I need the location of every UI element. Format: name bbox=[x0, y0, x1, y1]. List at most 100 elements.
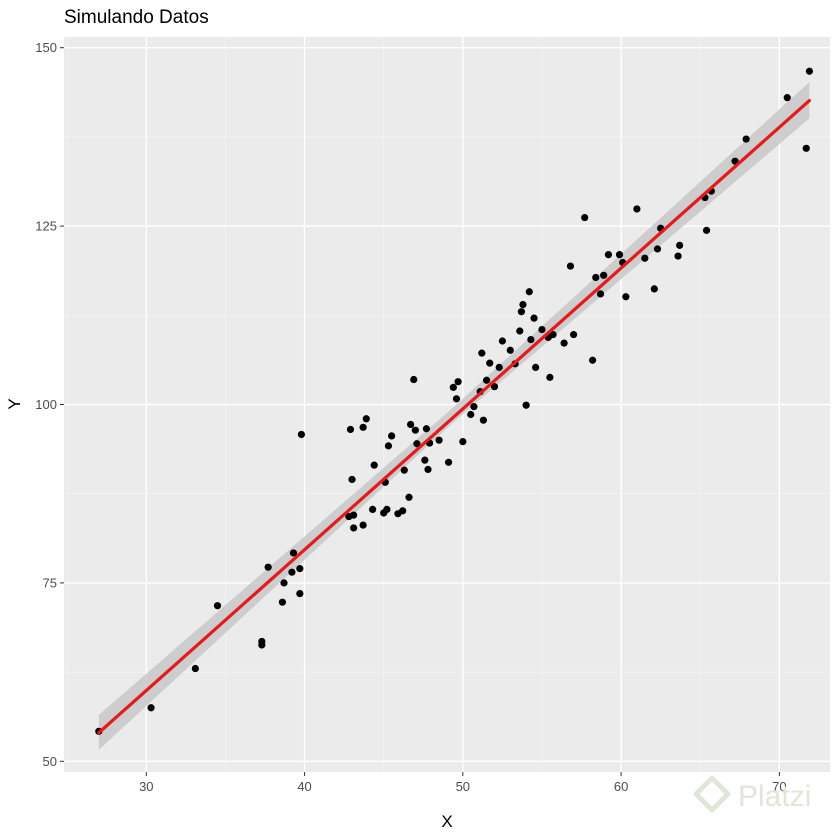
regression-line bbox=[97, 98, 812, 735]
data-point bbox=[384, 442, 393, 450]
data-point bbox=[702, 226, 711, 234]
data-point bbox=[213, 602, 222, 610]
data-point bbox=[549, 330, 557, 339]
x-tick-label: 50 bbox=[456, 779, 470, 794]
data-point bbox=[422, 425, 431, 433]
data-point bbox=[478, 349, 486, 357]
data-point bbox=[369, 505, 377, 513]
y-tick-label: 50 bbox=[43, 754, 57, 769]
data-point bbox=[296, 565, 304, 573]
data-point bbox=[622, 293, 630, 301]
data-point bbox=[454, 378, 462, 386]
data-point bbox=[459, 438, 467, 446]
x-tick-label: 30 bbox=[139, 779, 153, 794]
data-point bbox=[346, 425, 355, 434]
data-point bbox=[424, 465, 432, 474]
data-point bbox=[444, 458, 453, 466]
data-point bbox=[498, 337, 506, 345]
data-point bbox=[581, 213, 589, 222]
data-point bbox=[674, 252, 682, 260]
data-point bbox=[362, 415, 370, 423]
data-point bbox=[532, 363, 540, 371]
data-point bbox=[596, 290, 605, 298]
data-point bbox=[589, 356, 597, 364]
data-point bbox=[470, 403, 478, 411]
data-point bbox=[615, 251, 624, 259]
data-point bbox=[742, 135, 750, 143]
data-point bbox=[467, 410, 475, 419]
data-point bbox=[388, 432, 396, 440]
y-tick-label: 75 bbox=[43, 575, 57, 590]
data-point bbox=[359, 521, 367, 529]
regression-line-layer bbox=[97, 98, 812, 735]
y-tick-label: 150 bbox=[35, 40, 57, 55]
data-point bbox=[405, 493, 413, 501]
data-point bbox=[264, 563, 272, 571]
data-point bbox=[482, 376, 491, 384]
data-point bbox=[411, 426, 419, 434]
data-point bbox=[495, 363, 503, 371]
data-point bbox=[452, 395, 461, 403]
data-point bbox=[653, 245, 662, 253]
data-point bbox=[517, 308, 525, 316]
data-point bbox=[805, 67, 814, 75]
data-point bbox=[592, 273, 600, 282]
data-point bbox=[479, 416, 488, 424]
data-point bbox=[600, 271, 608, 279]
data-point bbox=[383, 505, 391, 513]
data-point bbox=[516, 327, 524, 335]
data-point bbox=[633, 205, 641, 213]
data-point bbox=[278, 598, 287, 606]
data-point bbox=[650, 285, 658, 293]
data-point bbox=[560, 339, 568, 347]
data-point bbox=[566, 262, 575, 270]
x-tick-label: 40 bbox=[297, 779, 311, 794]
y-tick-label: 125 bbox=[35, 219, 57, 234]
y-axis-title: Y bbox=[5, 398, 24, 409]
data-point bbox=[297, 430, 305, 439]
data-point bbox=[413, 440, 421, 448]
data-point bbox=[296, 590, 304, 598]
data-point bbox=[406, 420, 415, 429]
data-point bbox=[527, 335, 535, 344]
data-point bbox=[522, 401, 530, 409]
data-point bbox=[399, 507, 407, 515]
data-point bbox=[519, 300, 527, 309]
data-point bbox=[530, 314, 538, 322]
data-point bbox=[641, 254, 649, 262]
data-point bbox=[147, 704, 155, 712]
data-point bbox=[604, 251, 613, 259]
data-point bbox=[410, 375, 418, 384]
data-point bbox=[400, 466, 408, 474]
data-point bbox=[486, 359, 494, 367]
x-tick-label: 70 bbox=[772, 779, 786, 794]
data-point bbox=[506, 346, 514, 354]
chart-title: Simulando Datos bbox=[64, 7, 209, 28]
data-point bbox=[348, 475, 356, 484]
data-point bbox=[570, 330, 578, 339]
x-axis-ticks: 30 40 50 60 70 bbox=[139, 772, 787, 794]
data-point bbox=[449, 383, 457, 391]
data-point bbox=[435, 436, 443, 444]
major-gridlines bbox=[64, 37, 830, 772]
data-point bbox=[783, 94, 791, 102]
data-point bbox=[525, 288, 533, 296]
data-point bbox=[289, 549, 298, 557]
data-point bbox=[370, 461, 378, 469]
data-point bbox=[546, 373, 554, 381]
data-point bbox=[280, 579, 288, 587]
x-tick-label: 60 bbox=[614, 779, 628, 794]
data-point bbox=[359, 423, 367, 431]
data-point bbox=[350, 511, 358, 519]
data-point bbox=[421, 456, 429, 464]
data-point bbox=[490, 383, 499, 391]
y-tick-label: 100 bbox=[35, 397, 57, 412]
data-point bbox=[288, 568, 296, 576]
watermark-logo: Platzi bbox=[693, 775, 811, 813]
watermark-text: Platzi bbox=[738, 780, 811, 813]
x-axis-title: X bbox=[441, 812, 452, 831]
data-point bbox=[802, 144, 810, 152]
data-points bbox=[95, 67, 814, 735]
data-point bbox=[191, 664, 199, 673]
